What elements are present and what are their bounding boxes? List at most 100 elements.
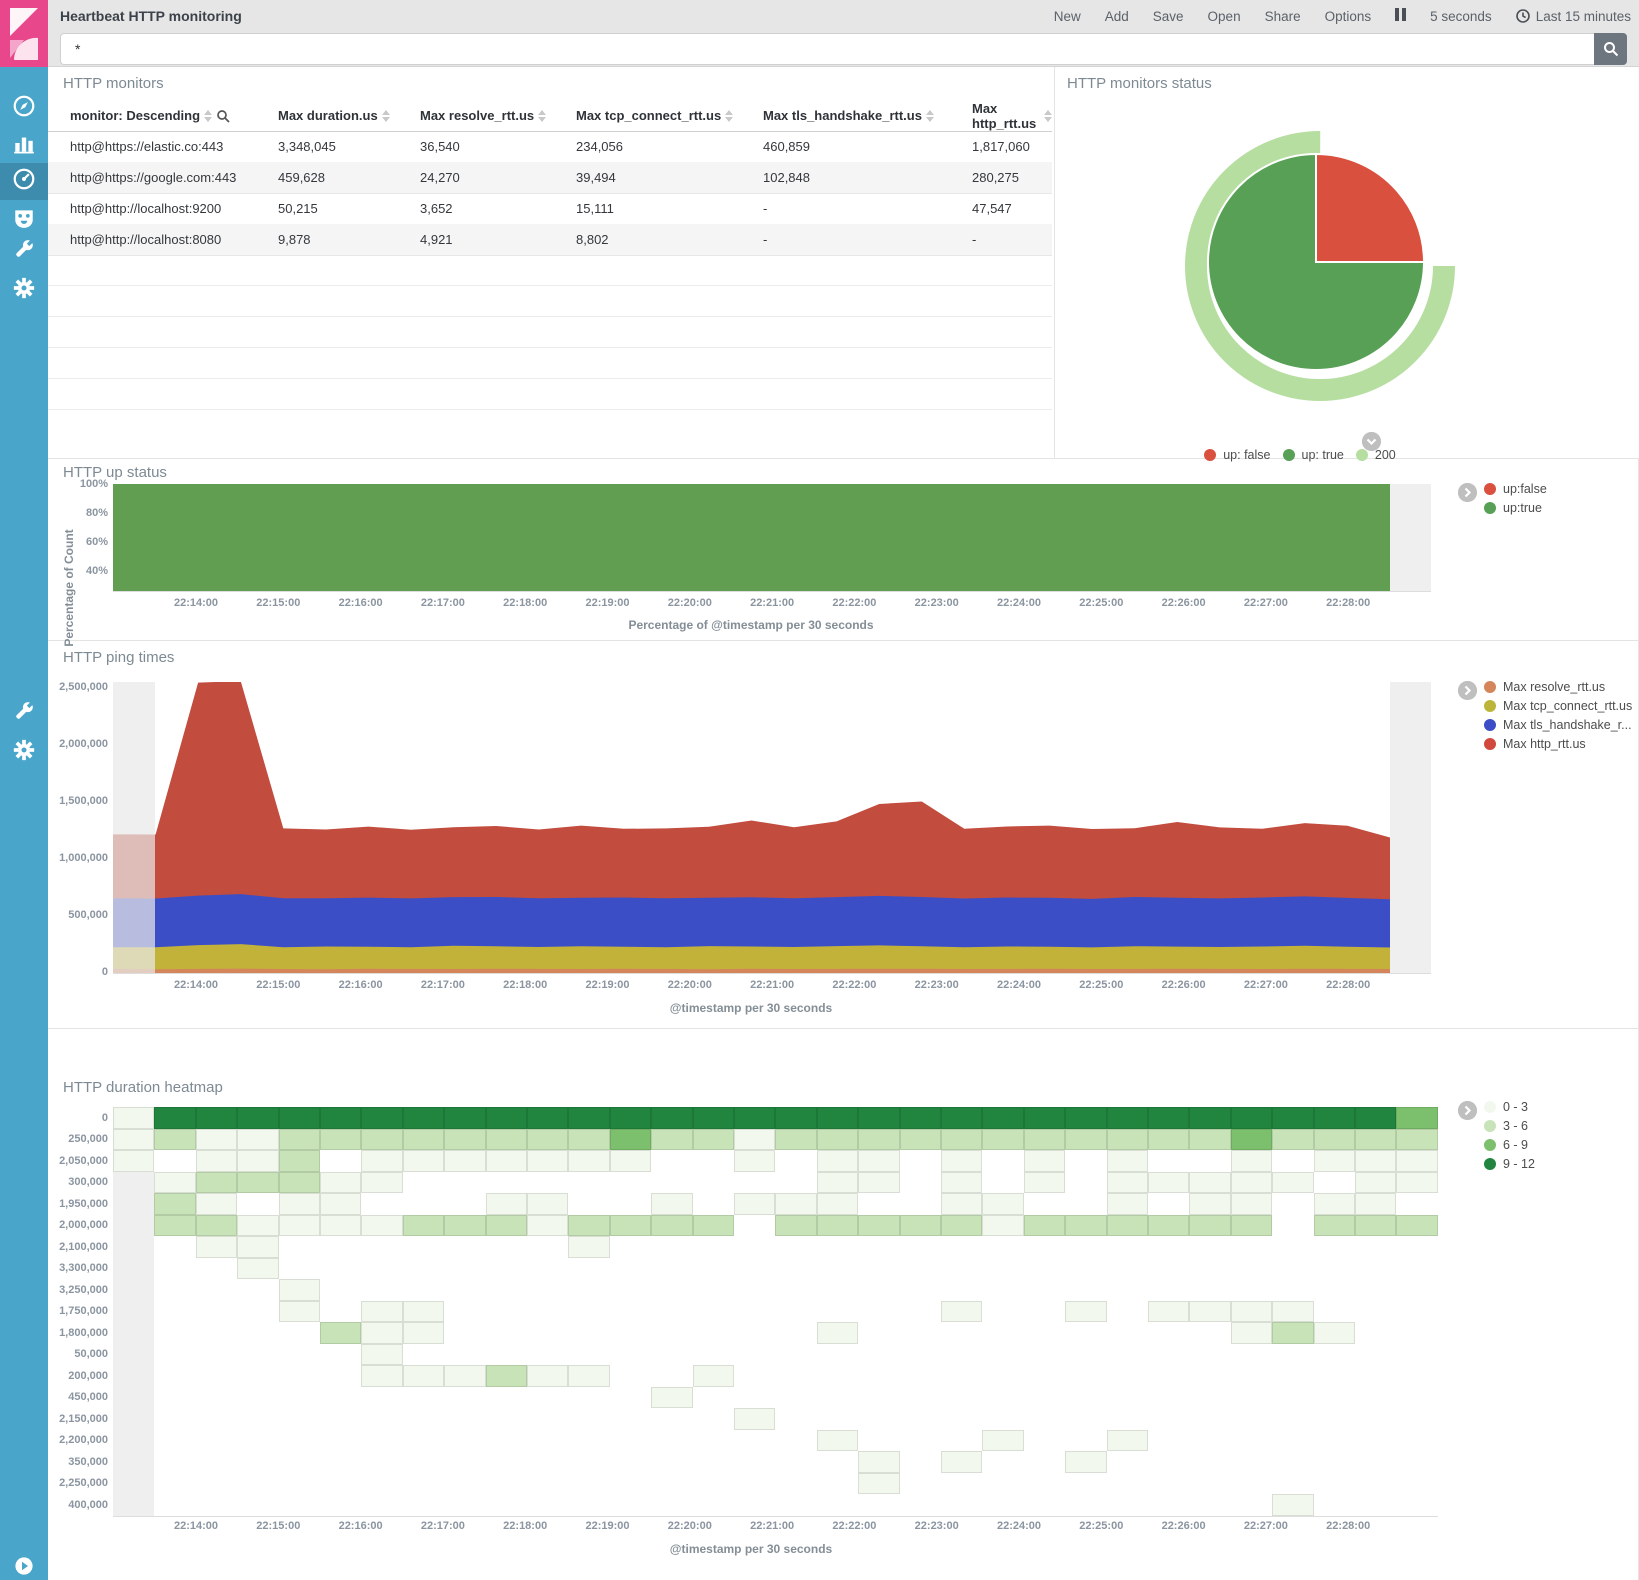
sidebar-item-discover[interactable] bbox=[0, 90, 48, 127]
ping-legend-item[interactable]: Max http_rtt.us bbox=[1484, 737, 1639, 751]
up-status-xtick: 22:25:00 bbox=[1079, 597, 1124, 609]
up-status-xtick: 22:26:00 bbox=[1161, 597, 1206, 609]
heatmap-cell bbox=[1189, 1193, 1231, 1215]
up-status-xtick: 22:15:00 bbox=[256, 597, 301, 609]
pie-legend-item[interactable]: up: true bbox=[1282, 448, 1344, 462]
pie-legend: up: false up: true 200 bbox=[1135, 448, 1465, 462]
table-header-3[interactable]: Max tcp_connect_rtt.us bbox=[576, 100, 763, 131]
pie-slice-up-false[interactable] bbox=[1315, 152, 1426, 263]
nav-item-add[interactable]: Add bbox=[1104, 8, 1129, 24]
heatmap-cell bbox=[1023, 1107, 1066, 1129]
gear-icon bbox=[12, 738, 36, 767]
legend-dot bbox=[1355, 449, 1368, 461]
ping-legend-item[interactable]: Max tcp_connect_rtt.us bbox=[1484, 699, 1639, 713]
pie-legend-item[interactable]: up: false bbox=[1204, 448, 1271, 462]
ping-xtick: 22:26:00 bbox=[1161, 979, 1206, 991]
nav-item-share[interactable]: Share bbox=[1264, 8, 1301, 24]
heatmap-cell bbox=[858, 1451, 900, 1473]
sort-carets-icon[interactable] bbox=[1044, 109, 1052, 122]
heatmap-cell bbox=[1396, 1107, 1438, 1129]
heatmap-legend-item[interactable]: 3 - 6 bbox=[1484, 1119, 1639, 1133]
pie-outer-ring-200[interactable] bbox=[1185, 131, 1455, 401]
heatmap-cell bbox=[361, 1365, 403, 1387]
heatmap-cell bbox=[320, 1171, 362, 1193]
heatmap-cell bbox=[1396, 1171, 1438, 1193]
table-header-1[interactable]: Max duration.us bbox=[278, 100, 420, 131]
refresh-interval[interactable]: 5 seconds bbox=[1430, 8, 1492, 24]
table-cell: 102,848 bbox=[763, 170, 810, 185]
up-status-area bbox=[113, 484, 1390, 591]
up-status-ytick: 40% bbox=[85, 565, 108, 577]
pause-refresh-icon[interactable] bbox=[1395, 8, 1407, 24]
heatmap-cell bbox=[1023, 1150, 1066, 1172]
ping-legend-toggle[interactable] bbox=[1458, 681, 1477, 700]
up-status-ytick: 100% bbox=[79, 478, 108, 490]
table-header-5[interactable]: Max http_rtt.us bbox=[972, 100, 1052, 131]
search-button[interactable] bbox=[1594, 33, 1627, 65]
sidebar bbox=[0, 67, 48, 1580]
nav-item-save[interactable]: Save bbox=[1152, 8, 1184, 24]
table-header-2[interactable]: Max resolve_rtt.us bbox=[420, 100, 576, 131]
heatmap-legend-item[interactable]: 9 - 12 bbox=[1484, 1157, 1639, 1171]
table-header-4[interactable]: Max tls_handshake_rtt.us bbox=[763, 100, 972, 131]
sidebar-collapse-button[interactable] bbox=[0, 1550, 48, 1580]
table-row: http@http://localhost:9200 50,215 3,652 15,… bbox=[48, 193, 1052, 225]
heatmap-cell bbox=[237, 1236, 279, 1258]
legend-dot bbox=[1282, 449, 1295, 461]
wrench-icon bbox=[12, 699, 36, 728]
heatmap-cell bbox=[941, 1193, 983, 1215]
table-cell: 24,270 bbox=[420, 170, 460, 185]
heatmap-legend-item[interactable]: 6 - 9 bbox=[1484, 1138, 1639, 1152]
up-status-legend-item[interactable]: up:true bbox=[1484, 501, 1639, 515]
heatmap-cell bbox=[899, 1214, 941, 1236]
heatmap-cell bbox=[485, 1150, 527, 1172]
heatmap-cell bbox=[982, 1214, 1024, 1236]
nav-item-open[interactable]: Open bbox=[1207, 8, 1241, 24]
heatmap-cell bbox=[195, 1150, 238, 1172]
heatmap-legend-item[interactable]: 0 - 3 bbox=[1484, 1100, 1639, 1114]
up-status-ytick: 80% bbox=[85, 507, 108, 519]
legend-dot bbox=[1484, 1120, 1496, 1132]
search-input[interactable] bbox=[60, 33, 1594, 65]
pie-legend-toggle[interactable] bbox=[1362, 432, 1381, 451]
sort-carets-icon[interactable] bbox=[204, 109, 213, 122]
table-cell: 234,056 bbox=[576, 139, 623, 154]
sidebar-item-dev-tools-2[interactable] bbox=[0, 695, 48, 732]
column-search-icon[interactable] bbox=[216, 109, 230, 123]
sidebar-item-dev-tools[interactable] bbox=[0, 233, 48, 270]
heatmap-xtick: 22:14:00 bbox=[173, 1520, 219, 1532]
sort-carets-icon[interactable] bbox=[381, 109, 390, 122]
ping-ytick: 500,000 bbox=[68, 909, 108, 921]
heatmap-cell bbox=[402, 1365, 445, 1387]
pie-legend-item[interactable]: 200 bbox=[1355, 448, 1396, 462]
pie-slice-up-true[interactable] bbox=[1207, 152, 1426, 371]
heatmap-legend-toggle[interactable] bbox=[1458, 1101, 1477, 1120]
heatmap-cell bbox=[361, 1300, 403, 1322]
nav-item-options[interactable]: Options bbox=[1324, 8, 1372, 24]
sort-carets-icon[interactable] bbox=[925, 109, 934, 122]
sidebar-item-dashboard[interactable] bbox=[0, 163, 48, 200]
table-header-0[interactable]: monitor: Descending bbox=[70, 100, 278, 131]
heatmap-cell bbox=[816, 1429, 859, 1451]
sidebar-item-management-2[interactable] bbox=[0, 734, 48, 771]
heatmap-cell bbox=[858, 1171, 900, 1193]
ping-xtick: 22:15:00 bbox=[256, 979, 301, 991]
gear-icon bbox=[12, 276, 36, 305]
sidebar-item-timelion[interactable] bbox=[0, 202, 48, 239]
time-range[interactable]: Last 15 minutes bbox=[1515, 9, 1631, 24]
sidebar-item-visualize[interactable] bbox=[0, 127, 48, 164]
kibana-logo[interactable] bbox=[0, 0, 48, 67]
heatmap-ytick: 2,000,000 bbox=[59, 1219, 108, 1232]
heatmap-cell bbox=[402, 1322, 445, 1344]
up-status-legend-toggle[interactable] bbox=[1458, 483, 1477, 502]
sidebar-item-management[interactable] bbox=[0, 272, 48, 309]
sort-carets-icon[interactable] bbox=[538, 109, 547, 122]
up-status-legend-item[interactable]: up:false bbox=[1484, 482, 1639, 496]
nav-item-new[interactable]: New bbox=[1053, 8, 1081, 24]
heatmap-cell bbox=[195, 1214, 238, 1236]
ping-legend-item[interactable]: Max resolve_rtt.us bbox=[1484, 680, 1639, 694]
heatmap-cell bbox=[568, 1150, 610, 1172]
sort-carets-icon[interactable] bbox=[725, 109, 734, 122]
ping-legend-item[interactable]: Max tls_handshake_r... bbox=[1484, 718, 1639, 732]
up-status-xtick: 22:23:00 bbox=[914, 597, 959, 609]
